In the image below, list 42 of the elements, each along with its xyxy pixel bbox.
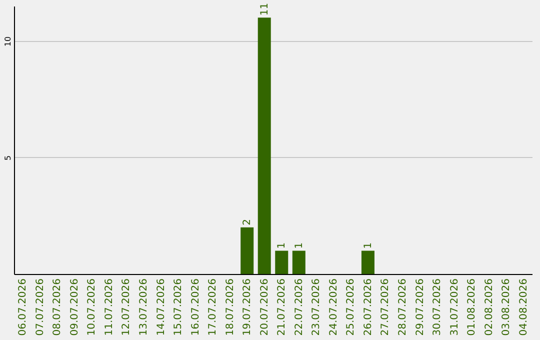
bar <box>361 250 374 274</box>
y-tick-label: 10 <box>4 36 12 47</box>
x-tick-label: 01.08.2026 <box>466 278 478 336</box>
x-tick-label: 24.07.2026 <box>328 278 340 336</box>
x-tick-label: 16.07.2026 <box>190 278 202 336</box>
x-tick-label: 17.07.2026 <box>208 278 219 336</box>
bar <box>292 250 306 274</box>
x-tick-label: 12.07.2026 <box>121 278 132 336</box>
x-tick-label: 18.07.2026 <box>224 278 236 336</box>
bar <box>258 18 271 274</box>
x-tick-label: 03.08.2026 <box>501 278 512 336</box>
x-tick-label: 25.07.2026 <box>346 278 357 336</box>
x-tick-label: 31.07.2026 <box>449 278 460 336</box>
data-label: 1 <box>294 242 305 249</box>
x-tick-label: 26.07.2026 <box>362 278 374 336</box>
x-tick-label: 14.07.2026 <box>156 278 167 336</box>
data-label: 2 <box>242 219 254 226</box>
data-label: 1 <box>276 242 288 249</box>
x-tick-label: 06.07.2026 <box>18 278 29 336</box>
x-tick-label: 09.07.2026 <box>69 278 80 336</box>
x-tick-label: 02.08.2026 <box>484 278 495 336</box>
x-tick-label: 19.07.2026 <box>242 278 254 336</box>
x-tick-label: 27.07.2026 <box>380 278 392 336</box>
y-tick-label: 5 <box>4 155 12 161</box>
x-tick-label: 04.08.2026 <box>518 278 530 336</box>
x-tick-label: 08.07.2026 <box>52 278 64 336</box>
x-tick-label: 15.07.2026 <box>173 278 184 336</box>
x-tick-label: 23.07.2026 <box>311 278 322 336</box>
x-tick-label: 28.07.2026 <box>398 278 408 336</box>
bar <box>275 250 288 274</box>
x-tick-label: 13.07.2026 <box>138 278 150 336</box>
x-tick-label: 20.07.2026 <box>259 278 270 336</box>
x-tick-label: 22.07.2026 <box>294 278 305 336</box>
data-label: 11 <box>259 2 270 16</box>
bar <box>240 227 254 274</box>
x-tick-label: 29.07.2026 <box>414 278 426 336</box>
x-tick-label: 07.07.2026 <box>34 278 46 336</box>
x-tick-label: 11.07.2026 <box>104 278 115 336</box>
data-label: 1 <box>362 242 374 249</box>
x-tick-label: 21.07.2026 <box>276 278 288 336</box>
x-tick-label: 30.07.2026 <box>432 278 444 336</box>
x-tick-label: 10.07.2026 <box>86 278 98 336</box>
